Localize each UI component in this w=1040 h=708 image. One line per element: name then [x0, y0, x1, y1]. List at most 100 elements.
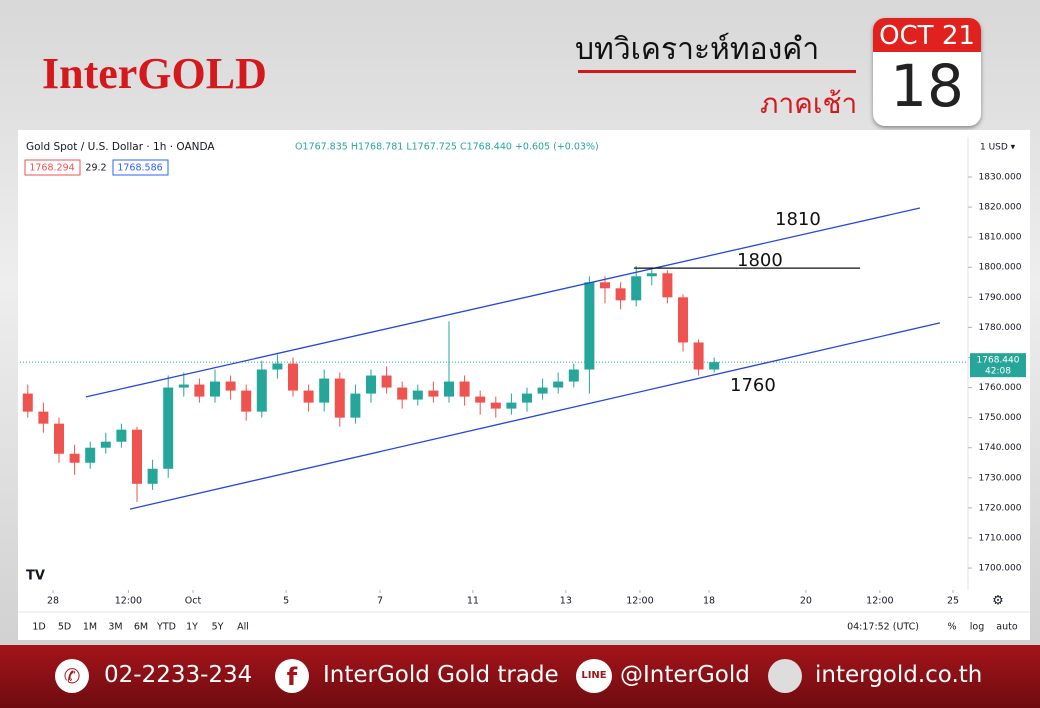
- underline: [578, 70, 856, 73]
- annotation-label: 1800: [737, 250, 783, 271]
- y-tick-label: 1830.000: [979, 173, 1022, 183]
- currency[interactable]: 1 USD ▾: [980, 143, 1016, 153]
- candle-body: [631, 276, 642, 301]
- trend-line: [129, 322, 941, 510]
- candle-body: [412, 390, 423, 400]
- candle-body: [677, 297, 688, 343]
- candle-body: [100, 441, 111, 448]
- last-price-label: 1768.440: [977, 356, 1020, 366]
- candle-body: [475, 396, 486, 403]
- candle-body: [381, 375, 392, 388]
- y-tick-label: 1730.000: [979, 473, 1022, 483]
- y-tick-label: 1700.000: [979, 564, 1022, 574]
- phone-icon: ✆: [55, 659, 89, 693]
- candle-body: [287, 363, 298, 391]
- candle-body: [662, 273, 673, 298]
- range-button[interactable]: YTD: [156, 622, 176, 633]
- candle-body: [256, 369, 267, 412]
- candle-body: [131, 429, 142, 484]
- x-tick-label: 12:00: [115, 596, 142, 607]
- candle-body: [69, 453, 80, 463]
- y-tick-label: 1780.000: [979, 323, 1022, 333]
- candle-body: [225, 381, 236, 391]
- x-tick-label: Oct: [185, 596, 202, 607]
- sell-price: 1768.294: [29, 163, 74, 174]
- calendar: OCT 21 18: [873, 18, 981, 126]
- candle-body: [163, 387, 174, 469]
- candle-body: [365, 375, 376, 394]
- candle-body: [334, 378, 345, 418]
- candle-body: [568, 369, 579, 382]
- candle-body: [521, 393, 532, 403]
- countdown: 42:08: [985, 367, 1011, 377]
- candle-body: [241, 390, 252, 412]
- facebook-icon: f: [275, 659, 309, 693]
- candle-body: [22, 393, 33, 412]
- subtitle: ภาคเช้า: [760, 87, 858, 120]
- candle-body: [490, 402, 501, 409]
- y-tick-label: 1750.000: [979, 413, 1022, 423]
- last-price-box: [970, 353, 1026, 378]
- chart-title: Gold Spot / U.S. Dollar · 1h · OANDA: [26, 141, 215, 153]
- y-tick-label: 1760.000: [979, 383, 1022, 393]
- scale-option[interactable]: auto: [996, 622, 1018, 633]
- candle-body: [303, 390, 314, 403]
- line: @InterGold: [620, 662, 750, 688]
- x-tick-label: 20: [800, 596, 812, 607]
- candle-body: [209, 381, 220, 397]
- candle-body: [85, 447, 96, 463]
- y-tick-label: 1820.000: [979, 203, 1022, 213]
- y-tick-label: 1740.000: [979, 443, 1022, 453]
- range-button[interactable]: All: [237, 622, 249, 633]
- candle-body: [428, 390, 439, 397]
- candle-body: [584, 282, 595, 370]
- sell-box[interactable]: [24, 159, 81, 176]
- x-tick-label: 13: [560, 596, 572, 607]
- buy-price: 1768.586: [117, 163, 162, 174]
- settings-icon[interactable]: ⚙: [992, 594, 1004, 609]
- candle-body: [350, 393, 361, 418]
- candle-body: [116, 429, 127, 442]
- x-tick-label: 18: [703, 596, 715, 607]
- x-tick-label: 25: [947, 596, 959, 607]
- y-tick-label: 1810.000: [979, 233, 1022, 243]
- web-icon: [768, 659, 802, 693]
- y-tick-label: 1790.000: [979, 293, 1022, 303]
- candle-body: [599, 282, 610, 289]
- x-tick-label: 5: [283, 596, 289, 607]
- candle-body: [506, 402, 517, 409]
- phone: 02-2233-234: [104, 662, 253, 688]
- scale-option[interactable]: log: [970, 622, 984, 633]
- scale-option[interactable]: %: [947, 622, 956, 633]
- clock: 04:17:52 (UTC): [847, 622, 919, 633]
- buy-box[interactable]: [112, 159, 169, 176]
- range-button[interactable]: 5D: [58, 622, 71, 633]
- range-button[interactable]: 3M: [108, 622, 122, 633]
- candle-body: [443, 381, 454, 397]
- annotation-label: 1810: [775, 209, 821, 230]
- candle-body: [53, 423, 64, 454]
- x-tick-label: 7: [377, 596, 383, 607]
- candle-body: [397, 387, 408, 400]
- candle-body: [537, 387, 548, 394]
- title: บทวิเคราะห์ทองคำ: [575, 32, 820, 67]
- y-tick-label: 1720.000: [979, 503, 1022, 513]
- candle-body: [709, 362, 720, 370]
- web: intergold.co.th: [815, 662, 983, 688]
- brand: InterGOLD: [42, 49, 267, 98]
- x-tick-label: 12:00: [866, 596, 893, 607]
- footer: ✆ 02-2233-234 f InterGold Gold trade LIN…: [0, 645, 1040, 708]
- range-button[interactable]: 1D: [32, 622, 45, 633]
- range-button[interactable]: 5Y: [212, 622, 224, 633]
- candle-body: [553, 381, 564, 388]
- range-button[interactable]: 1M: [83, 622, 97, 633]
- candle-body: [38, 411, 49, 424]
- trend-line: [85, 207, 921, 398]
- chart: Gold Spot / U.S. Dollar · 1h · OANDA O17…: [18, 137, 1030, 633]
- line-icon: LINE: [576, 659, 612, 693]
- annotation-label: 1760: [730, 375, 776, 396]
- range-button[interactable]: 6M: [134, 622, 148, 633]
- y-tick-label: 1800.000: [979, 263, 1022, 273]
- range-button[interactable]: 1Y: [186, 622, 198, 633]
